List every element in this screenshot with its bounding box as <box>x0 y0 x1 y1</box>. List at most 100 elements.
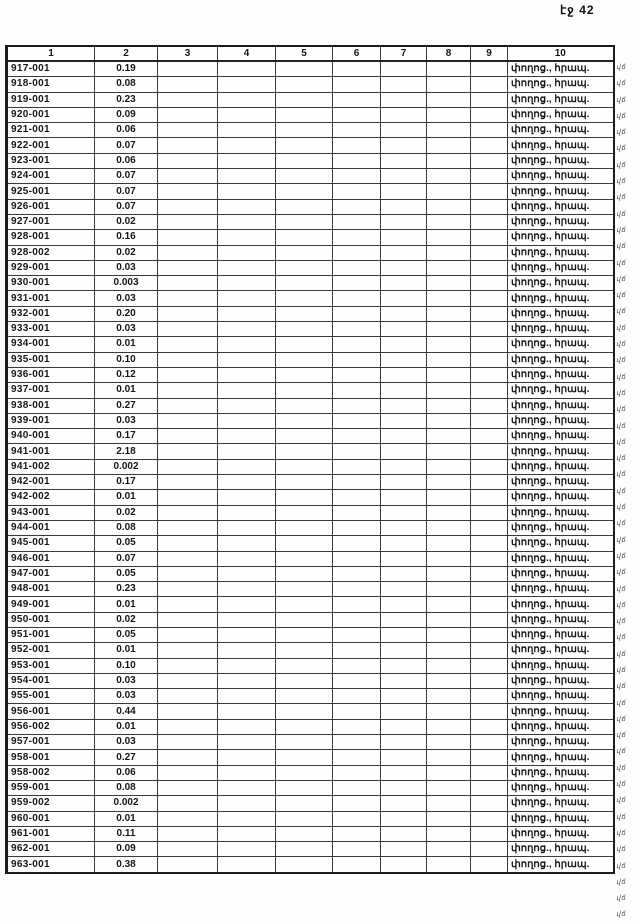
empty-cell-6 <box>332 841 381 858</box>
column-header-4: 4 <box>217 45 276 62</box>
empty-cell-3 <box>157 749 218 766</box>
margin-mark: վճ <box>616 455 626 463</box>
row-value-cell: 0.03 <box>94 688 158 705</box>
empty-cell-7 <box>380 198 427 215</box>
empty-cell-7 <box>380 137 427 154</box>
row-id-cell: 927-001 <box>6 213 95 231</box>
empty-cell-6 <box>332 412 381 430</box>
empty-cell-5 <box>275 856 333 874</box>
row-note-cell: փողոց., հրապ. <box>507 565 614 583</box>
empty-cell-3 <box>157 779 218 797</box>
column-header-8: 8 <box>426 45 471 62</box>
empty-cell-4 <box>217 275 276 292</box>
empty-cell-8 <box>426 565 471 583</box>
empty-cell-9 <box>470 106 508 124</box>
row-value-cell: 0.01 <box>94 810 158 827</box>
row-id-cell: 936-001 <box>6 366 95 384</box>
row-id-cell: 945-001 <box>6 535 95 552</box>
empty-cell-6 <box>332 443 381 460</box>
empty-cell-3 <box>157 60 218 78</box>
empty-cell-9 <box>470 489 508 506</box>
table-row: 920-001 0.09 փողոց., հրապ. <box>6 106 614 124</box>
margin-mark: վճ <box>616 438 626 446</box>
empty-cell-5 <box>275 519 333 537</box>
row-note-cell: փողոց., հրապ. <box>507 810 614 827</box>
empty-cell-6 <box>332 275 381 292</box>
empty-cell-9 <box>470 443 508 460</box>
row-id-cell: 941-002 <box>6 458 95 476</box>
row-id-cell: 963-001 <box>6 856 95 874</box>
row-id-cell: 948-001 <box>6 581 95 598</box>
empty-cell-3 <box>157 168 218 185</box>
row-value-cell: 0.07 <box>94 183 158 200</box>
empty-cell-4 <box>217 611 276 628</box>
empty-cell-4 <box>217 764 276 781</box>
empty-cell-6 <box>332 519 381 537</box>
empty-cell-5 <box>275 474 333 491</box>
empty-cell-5 <box>275 489 333 506</box>
row-id-cell: 946-001 <box>6 550 95 567</box>
margin-mark: վճ <box>616 911 626 919</box>
empty-cell-5 <box>275 581 333 598</box>
row-id-cell: 939-001 <box>6 412 95 430</box>
table-row: 947-001 0.05 փողոց., հրապ. <box>6 565 614 583</box>
empty-cell-9 <box>470 596 508 613</box>
row-note-cell: փողոց., հրապ. <box>507 382 614 399</box>
empty-cell-7 <box>380 259 427 277</box>
table-row: 930-001 0.003 փողոց., հրապ. <box>6 275 614 292</box>
margin-mark: վճ <box>616 846 626 854</box>
row-value-cell: 0.01 <box>94 596 158 613</box>
row-note-cell: փողոց., հրապ. <box>507 474 614 491</box>
empty-cell-4 <box>217 321 276 338</box>
row-value-cell: 0.01 <box>94 489 158 506</box>
empty-cell-5 <box>275 382 333 399</box>
empty-cell-5 <box>275 168 333 185</box>
empty-cell-3 <box>157 412 218 430</box>
empty-cell-7 <box>380 550 427 567</box>
row-note-cell: փողոց., հրապ. <box>507 60 614 78</box>
row-id-cell: 930-001 <box>6 275 95 292</box>
empty-cell-9 <box>470 504 508 521</box>
empty-cell-6 <box>332 366 381 384</box>
empty-cell-6 <box>332 259 381 277</box>
empty-cell-5 <box>275 779 333 797</box>
empty-cell-5 <box>275 290 333 307</box>
empty-cell-6 <box>332 718 381 736</box>
row-id-cell: 960-001 <box>6 810 95 827</box>
empty-cell-4 <box>217 60 276 78</box>
row-id-cell: 947-001 <box>6 565 95 583</box>
table-row: 923-001 0.06 փողոց., հրապ. <box>6 152 614 170</box>
empty-cell-9 <box>470 550 508 567</box>
empty-cell-4 <box>217 672 276 690</box>
table-row: 934-001 0.01 փողոց., հրապ. <box>6 336 614 353</box>
row-note-cell: փողոց., հրապ. <box>507 519 614 537</box>
row-note-cell: փողոց., հրապ. <box>507 779 614 797</box>
empty-cell-7 <box>380 290 427 307</box>
empty-cell-6 <box>332 290 381 307</box>
row-value-cell: 0.08 <box>94 779 158 797</box>
row-id-cell: 959-002 <box>6 795 95 812</box>
empty-cell-4 <box>217 458 276 476</box>
empty-cell-4 <box>217 91 276 108</box>
empty-cell-3 <box>157 183 218 200</box>
empty-cell-5 <box>275 106 333 124</box>
row-note-cell: փողոց., հրապ. <box>507 428 614 445</box>
empty-cell-5 <box>275 825 333 843</box>
row-value-cell: 0.23 <box>94 581 158 598</box>
empty-cell-7 <box>380 489 427 506</box>
row-id-cell: 935-001 <box>6 351 95 368</box>
empty-cell-7 <box>380 397 427 414</box>
row-value-cell: 0.002 <box>94 795 158 812</box>
empty-cell-8 <box>426 764 471 781</box>
empty-cell-9 <box>470 795 508 812</box>
empty-cell-6 <box>332 229 381 246</box>
empty-cell-3 <box>157 213 218 231</box>
empty-cell-5 <box>275 657 333 674</box>
table-row: 932-001 0.20 փողոց., հրապ. <box>6 305 614 323</box>
table-row: 931-001 0.03 փողոց., հրապ. <box>6 290 614 307</box>
empty-cell-9 <box>470 734 508 751</box>
row-id-cell: 925-001 <box>6 183 95 200</box>
table-row: 927-001 0.02 փողոց., հրապ. <box>6 213 614 231</box>
empty-cell-5 <box>275 565 333 583</box>
empty-cell-8 <box>426 428 471 445</box>
